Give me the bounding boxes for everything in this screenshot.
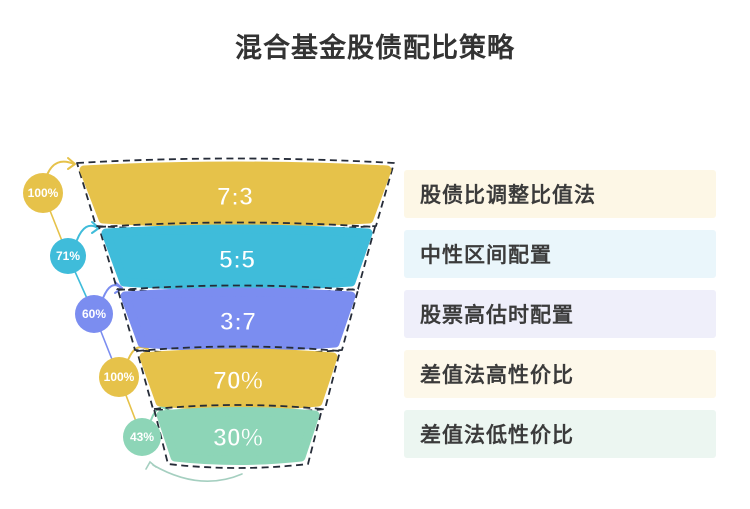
tier-shape <box>156 407 320 465</box>
funnel-tier-3: 3:7 <box>117 284 359 356</box>
badge-circle <box>50 238 86 274</box>
tier-value: 30% <box>213 424 263 452</box>
stage-label-1: 股债比调整比值法 <box>404 170 716 218</box>
funnel-tier-1: 7:3 <box>76 157 395 232</box>
conversion-badge-3: 60% <box>75 295 113 333</box>
badge-arrow <box>102 281 123 299</box>
funnel-tier-2: 5:5 <box>98 221 376 295</box>
tier-dashed-outline <box>76 157 395 232</box>
stage-label-text: 差值法高性价比 <box>420 364 574 387</box>
stage-label-text: 股票高估时配置 <box>420 304 574 327</box>
conversion-badge-4: 100% <box>99 357 139 397</box>
stage-label-3: 股票高估时配置 <box>404 290 716 338</box>
badge-arrow <box>46 157 76 176</box>
tier-value: 3:7 <box>220 308 256 336</box>
funnel-tier-5: 30% <box>153 404 323 469</box>
conversion-badge-5: 43% <box>123 418 161 456</box>
badge-circle <box>23 173 63 213</box>
tier-shape <box>79 161 392 228</box>
tier-shape <box>120 287 356 352</box>
stage-label-text: 差值法低性价比 <box>420 424 574 447</box>
badge-value: 100% <box>104 370 135 384</box>
stage-label-2: 中性区间配置 <box>404 230 716 278</box>
tier-value: 70% <box>213 367 263 395</box>
tier-value: 5:5 <box>219 246 255 274</box>
chart-title: 混合基金股债配比策略 <box>235 33 515 63</box>
funnel-tier-4: 70% <box>136 345 341 415</box>
badge-value: 43% <box>130 430 154 444</box>
funnel-chart: 7:3 5:5 3:7 70% 30% 100% <box>23 157 395 482</box>
badge-value: 60% <box>82 307 106 321</box>
tier-shape <box>101 224 373 291</box>
tier-dashed-outline <box>136 345 341 415</box>
badge-circle <box>75 295 113 333</box>
badge-value: 71% <box>56 249 80 263</box>
conversion-badge-2: 71% <box>50 238 86 274</box>
badge-value: 100% <box>28 186 59 200</box>
return-swoosh-arrow <box>145 460 243 482</box>
badge-circle <box>123 418 161 456</box>
badge-circle <box>99 357 139 397</box>
stage-label-text: 股债比调整比值法 <box>420 184 596 207</box>
stage-label-text: 中性区间配置 <box>420 244 552 267</box>
tier-value: 7:3 <box>217 183 253 211</box>
stage-label-4: 差值法高性价比 <box>404 350 716 398</box>
conversion-badge-1: 100% <box>23 173 63 213</box>
stage-label-5: 差值法低性价比 <box>404 410 716 458</box>
tier-dashed-outline <box>153 404 323 469</box>
badge-arrow <box>76 221 100 241</box>
